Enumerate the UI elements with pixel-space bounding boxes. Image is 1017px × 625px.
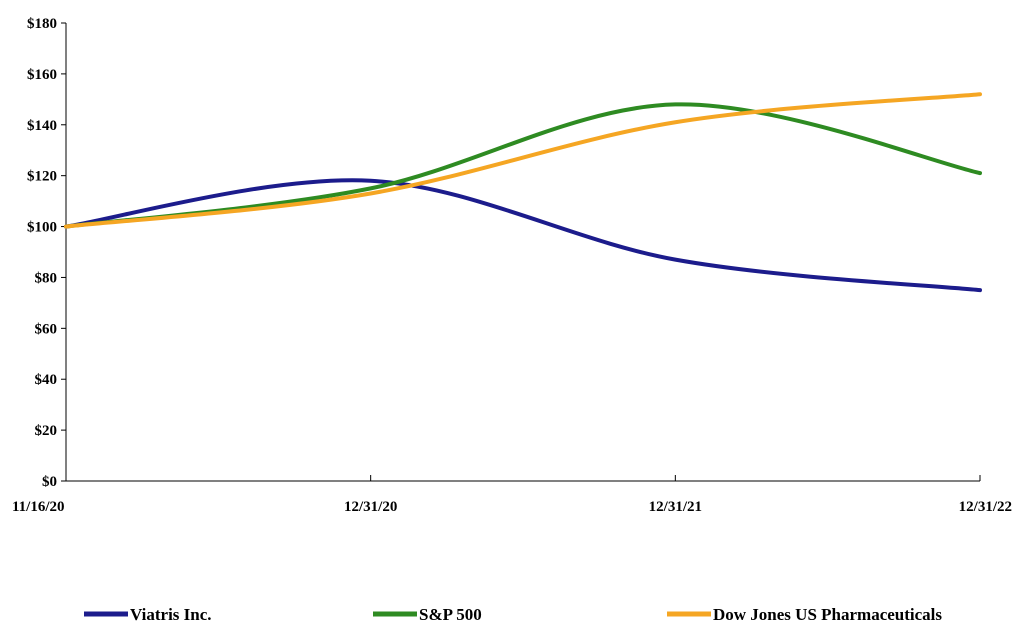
x-tick-label: 11/16/20: [12, 499, 65, 515]
y-tick-label: $100: [27, 220, 57, 236]
series-line-s-p-500: [64, 102, 982, 229]
series-line-viatris-inc: [64, 178, 982, 293]
legend-label-viatris-inc: Viatris Inc.: [130, 605, 212, 624]
x-tick-label: 12/31/22: [959, 499, 1012, 515]
x-axis-ticks: 11/16/20 12/31/20 12/31/21 12/31/22: [12, 475, 1012, 515]
series-line-dow-jones-us-pharmaceuticals: [64, 92, 982, 229]
y-tick-label: $120: [27, 169, 57, 185]
y-tick-label: $0: [42, 474, 57, 490]
y-tick-label: $20: [35, 423, 58, 439]
y-tick-label: $80: [35, 270, 58, 286]
x-tick-label: 12/31/21: [649, 499, 702, 515]
y-tick-label: $180: [27, 16, 57, 32]
y-tick-label: $140: [27, 118, 57, 134]
legend: Viatris Inc. S&P 500 Dow Jones US Pharmace…: [84, 605, 942, 624]
series-lines: [64, 92, 982, 293]
y-tick-label: $40: [35, 372, 58, 388]
legend-label-dow-jones-us-pharmaceuticals: Dow Jones US Pharmaceuticals: [713, 605, 942, 624]
y-tick-label: $160: [27, 67, 57, 83]
axes: [65, 23, 980, 482]
legend-label-s-p-500: S&P 500: [419, 605, 482, 624]
y-axis-ticks: $0 $20 $40 $60 $80 $100 $120 $140 $160 $180: [27, 16, 66, 490]
y-tick-label: $60: [35, 321, 58, 337]
x-tick-label: 12/31/20: [344, 499, 397, 515]
